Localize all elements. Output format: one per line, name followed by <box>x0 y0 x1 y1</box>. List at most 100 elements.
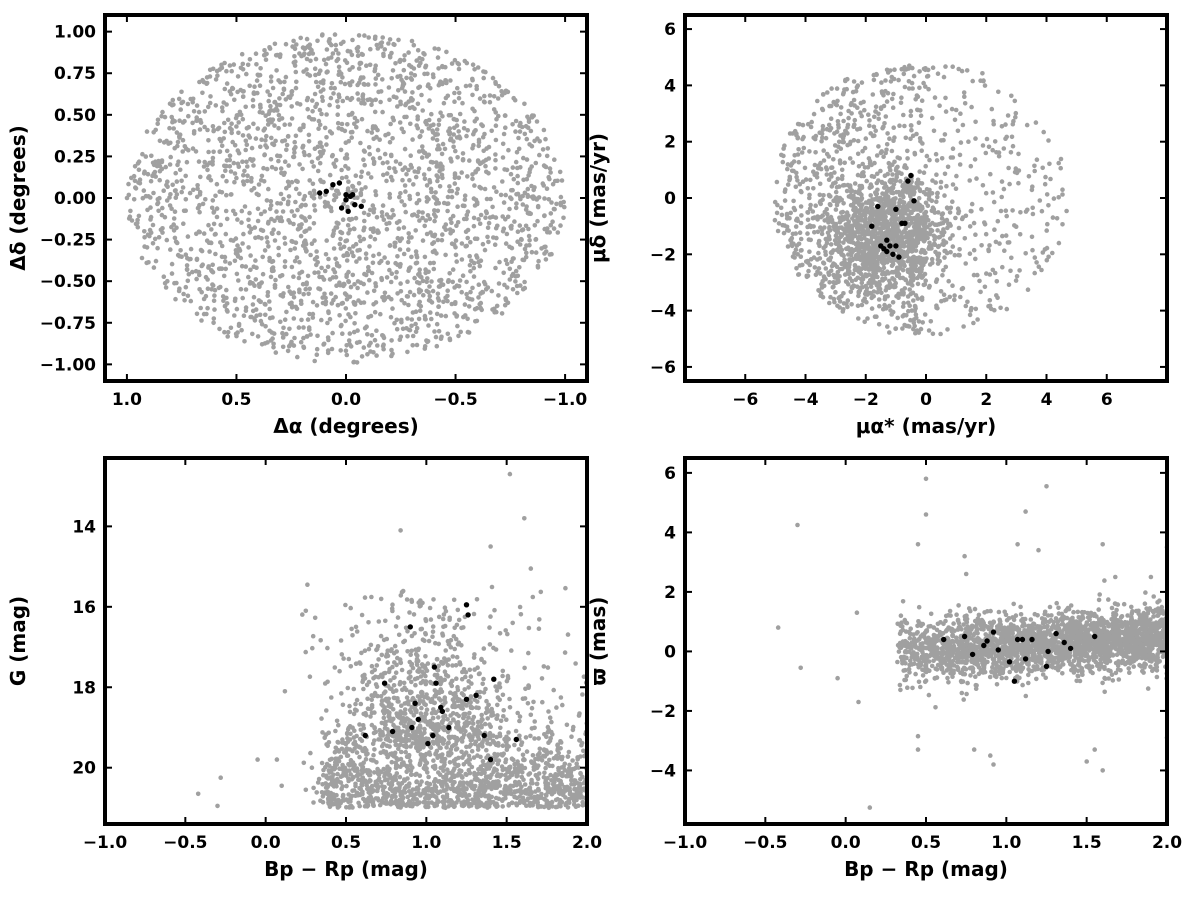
field-star-point <box>507 277 513 282</box>
field-star-point <box>373 76 379 81</box>
field-star-point <box>265 293 271 299</box>
field-star-point <box>895 265 900 271</box>
field-star-point <box>855 303 861 309</box>
field-star-point <box>343 238 348 244</box>
field-star-point <box>828 242 834 247</box>
field-star-point <box>249 158 255 163</box>
field-star-point <box>1007 181 1012 187</box>
field-star-point <box>434 321 440 327</box>
field-star-point <box>994 293 999 298</box>
field-star-point <box>504 261 510 267</box>
field-star-point <box>890 105 896 110</box>
field-star-point <box>262 48 267 53</box>
field-star-point <box>476 282 482 288</box>
field-star-point <box>831 284 836 290</box>
field-star-point <box>424 122 430 127</box>
field-star-point <box>298 35 304 41</box>
field-star-point <box>135 161 141 166</box>
field-star-point <box>468 239 473 245</box>
field-star-point <box>314 303 320 308</box>
field-star-point <box>266 98 272 104</box>
field-star-point <box>344 258 350 263</box>
field-star-point <box>283 74 289 80</box>
field-star-point <box>427 260 433 266</box>
member-star-point <box>887 243 893 249</box>
field-star-point <box>476 295 481 300</box>
field-star-point <box>293 59 298 64</box>
field-star-point <box>280 209 286 214</box>
field-star-point <box>243 287 249 292</box>
field-star-point <box>821 158 827 163</box>
field-star-point <box>404 75 409 81</box>
field-star-point <box>369 594 374 600</box>
field-star-point <box>420 278 426 284</box>
x-tick-label: −4 <box>792 390 818 410</box>
field-star-point <box>286 284 291 290</box>
field-star-point <box>159 113 164 119</box>
field-star-point <box>805 224 810 230</box>
field-star-point <box>884 199 889 205</box>
y-tick-label: 0.50 <box>54 106 96 126</box>
field-star-point <box>239 263 245 269</box>
field-star-point <box>252 225 258 230</box>
field-star-point <box>289 209 295 214</box>
field-star-point <box>471 223 477 229</box>
field-star-point <box>264 145 270 150</box>
field-star-point <box>856 316 861 321</box>
field-star-point <box>350 272 356 278</box>
field-star-point <box>964 68 970 73</box>
field-star-point <box>926 86 931 92</box>
field-star-point <box>393 159 399 164</box>
field-star-point <box>436 200 442 206</box>
field-star-point <box>413 228 419 233</box>
field-star-point <box>274 209 279 214</box>
field-star-point <box>155 200 161 206</box>
field-star-point <box>397 238 403 244</box>
field-star-point <box>155 197 161 202</box>
field-star-point <box>1010 208 1015 213</box>
field-star-point <box>322 204 328 209</box>
field-star-point <box>503 125 508 130</box>
field-star-point <box>1044 192 1050 197</box>
field-star-point <box>206 175 211 180</box>
field-star-point <box>884 188 890 194</box>
field-star-point <box>967 312 973 318</box>
field-star-point <box>934 199 939 204</box>
field-star-point <box>406 235 412 240</box>
field-star-point <box>328 95 334 101</box>
field-star-point <box>486 239 491 245</box>
field-star-point <box>902 123 907 129</box>
field-star-point <box>547 252 553 257</box>
field-star-point <box>345 186 351 191</box>
field-star-point <box>322 291 327 297</box>
field-star-point <box>354 259 359 264</box>
field-star-point <box>1040 165 1045 171</box>
field-star-point <box>452 57 458 63</box>
field-star-point <box>1046 203 1051 208</box>
field-star-point <box>558 202 564 208</box>
field-star-point <box>939 298 944 304</box>
field-star-point <box>788 210 793 216</box>
field-star-point <box>536 258 541 264</box>
field-star-point <box>194 311 200 317</box>
field-star-point <box>542 196 547 201</box>
field-star-point <box>846 247 851 252</box>
field-star-point <box>147 227 153 233</box>
field-star-point <box>250 331 255 337</box>
field-star-point <box>820 278 825 284</box>
field-star-point <box>471 274 477 279</box>
field-star-point <box>372 236 378 242</box>
field-star-point <box>345 122 350 127</box>
field-star-point <box>319 94 325 100</box>
field-star-point <box>986 144 992 150</box>
field-star-point <box>390 602 395 607</box>
field-star-point <box>299 214 304 219</box>
field-star-point <box>371 161 377 167</box>
field-star-point <box>973 306 979 312</box>
field-star-point <box>824 172 830 177</box>
field-star-point <box>435 55 441 60</box>
field-star-point <box>344 95 350 101</box>
field-star-point <box>774 179 780 185</box>
field-star-point <box>838 133 843 138</box>
field-star-point <box>285 179 291 185</box>
